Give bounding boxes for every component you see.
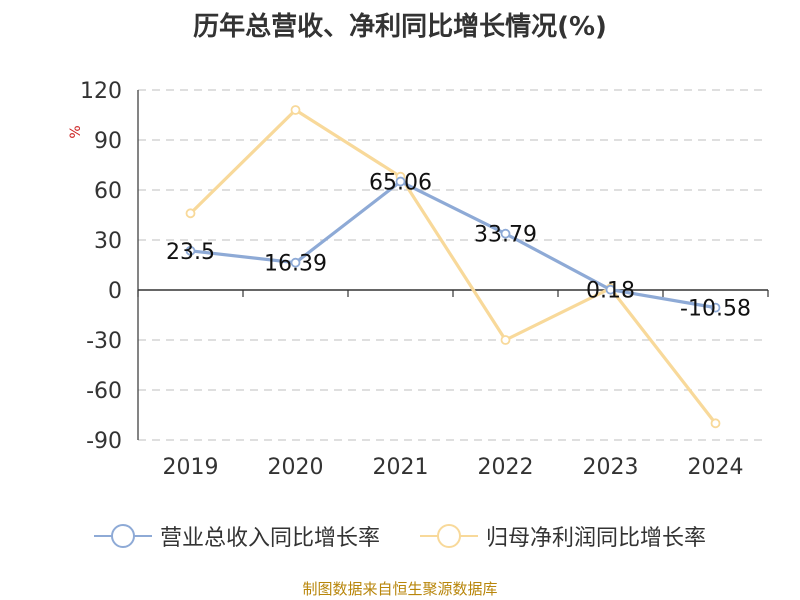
y-tick-label: -90 bbox=[86, 429, 122, 454]
legend-marker-revenue bbox=[93, 523, 152, 549]
data-label: 0.18 bbox=[586, 279, 635, 304]
y-tick-label: 60 bbox=[94, 179, 122, 204]
series-line-1 bbox=[189, 108, 717, 425]
series-point-1 bbox=[710, 418, 721, 429]
data-label: 33.79 bbox=[474, 223, 537, 248]
chart-title: 历年总营收、净利同比增长情况(%) bbox=[193, 12, 607, 42]
series-point-0 bbox=[605, 284, 616, 295]
x-tick-label: 2019 bbox=[163, 455, 219, 480]
y-tick-label: -30 bbox=[86, 329, 122, 354]
series-point-0 bbox=[290, 257, 301, 268]
series-point-1 bbox=[290, 105, 301, 115]
legend-item-net-profit[interactable]: 归母净利润同比增长率 bbox=[420, 520, 706, 552]
y-tick-label: -60 bbox=[86, 379, 122, 404]
series-point-0 bbox=[710, 302, 721, 313]
legend: 营业总收入同比增长率 归母净利润同比增长率 bbox=[0, 520, 800, 552]
y-tick-label: 0 bbox=[108, 279, 122, 304]
x-tick-label: 2020 bbox=[268, 455, 324, 480]
series-line-0 bbox=[190, 179, 716, 310]
axes bbox=[137, 90, 769, 440]
series-point-0 bbox=[185, 245, 196, 256]
legend-item-revenue[interactable]: 营业总收入同比增长率 bbox=[93, 520, 380, 552]
legend-label-revenue: 营业总收入同比增长率 bbox=[159, 526, 380, 551]
series-point-1 bbox=[500, 335, 511, 345]
y-axis-unit: % bbox=[68, 125, 84, 138]
y-tick-label: 120 bbox=[80, 79, 122, 104]
legend-label-net-profit: 归母净利润同比增长率 bbox=[486, 526, 707, 551]
data-label: -10.58 bbox=[680, 297, 751, 322]
data-labels: 23.5 16.39 65.06 33.79 0.18 -10.58 bbox=[166, 171, 751, 322]
data-label: 16.39 bbox=[264, 252, 327, 277]
legend-marker-net-profit bbox=[420, 523, 478, 549]
x-tick-label: 2023 bbox=[583, 455, 639, 480]
series-group bbox=[185, 105, 721, 429]
data-source-note: 制图数据来自恒生聚源数据库 bbox=[302, 580, 498, 598]
x-tick-label: 2022 bbox=[478, 455, 534, 480]
x-tick-label: 2021 bbox=[373, 455, 429, 480]
series-point-0 bbox=[500, 228, 511, 239]
data-label: 23.5 bbox=[166, 240, 215, 265]
data-label: 65.06 bbox=[369, 171, 432, 196]
x-tick-label: 2024 bbox=[688, 455, 744, 480]
grid-lines bbox=[138, 89, 768, 441]
y-tick-labels: 120 90 60 30 0 -30 -60 -90 bbox=[80, 79, 122, 454]
x-tick-labels: 2019 2020 2021 2022 2023 2024 bbox=[163, 455, 744, 480]
series-point-1 bbox=[185, 208, 196, 219]
y-tick-label: 90 bbox=[94, 129, 122, 154]
series-point-0 bbox=[395, 176, 406, 187]
y-tick-label: 30 bbox=[94, 229, 122, 254]
